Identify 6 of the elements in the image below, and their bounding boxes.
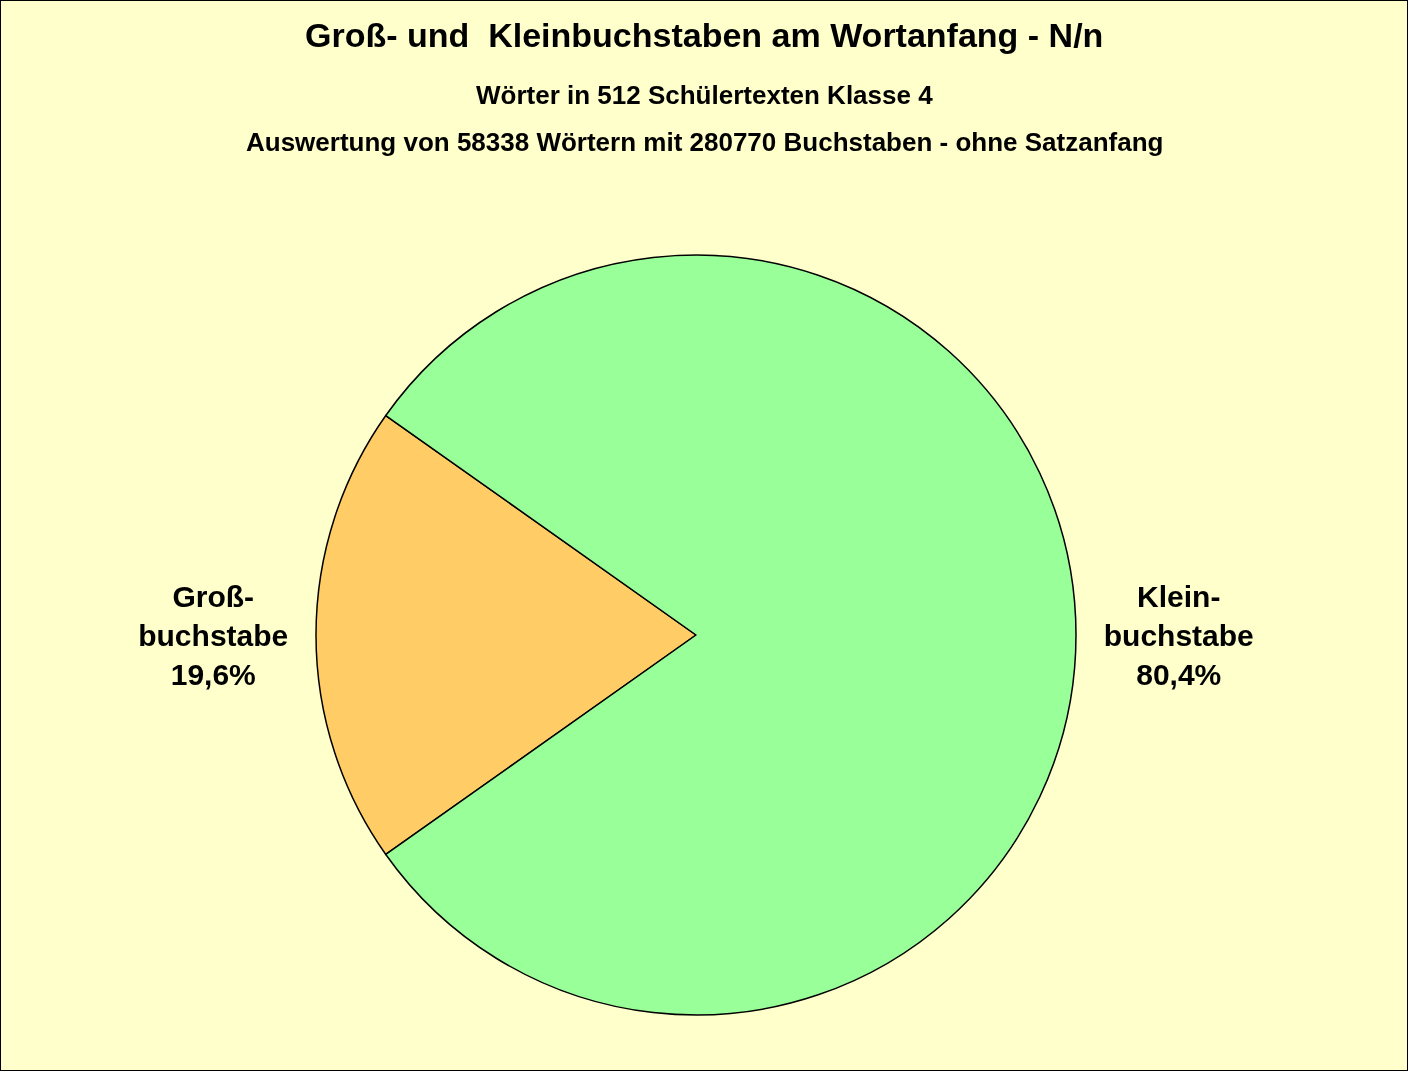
data-label: 80,4% (1136, 657, 1222, 691)
slice-label: Groß- buchstabe (138, 579, 289, 652)
data-label: 19,6% (170, 657, 256, 691)
chart-title: Groß- und Kleinbuchstaben am Wortanfang - N/n (305, 16, 1104, 54)
slice-label: Klein- buchstabe (1103, 579, 1254, 652)
chart-subtitle: Wörter in 512 Schülertexten Klasse 4 Auswertung von 58338 Wörtern mit 280770 Buchstaben - ohne Satzanfang (246, 80, 1164, 157)
